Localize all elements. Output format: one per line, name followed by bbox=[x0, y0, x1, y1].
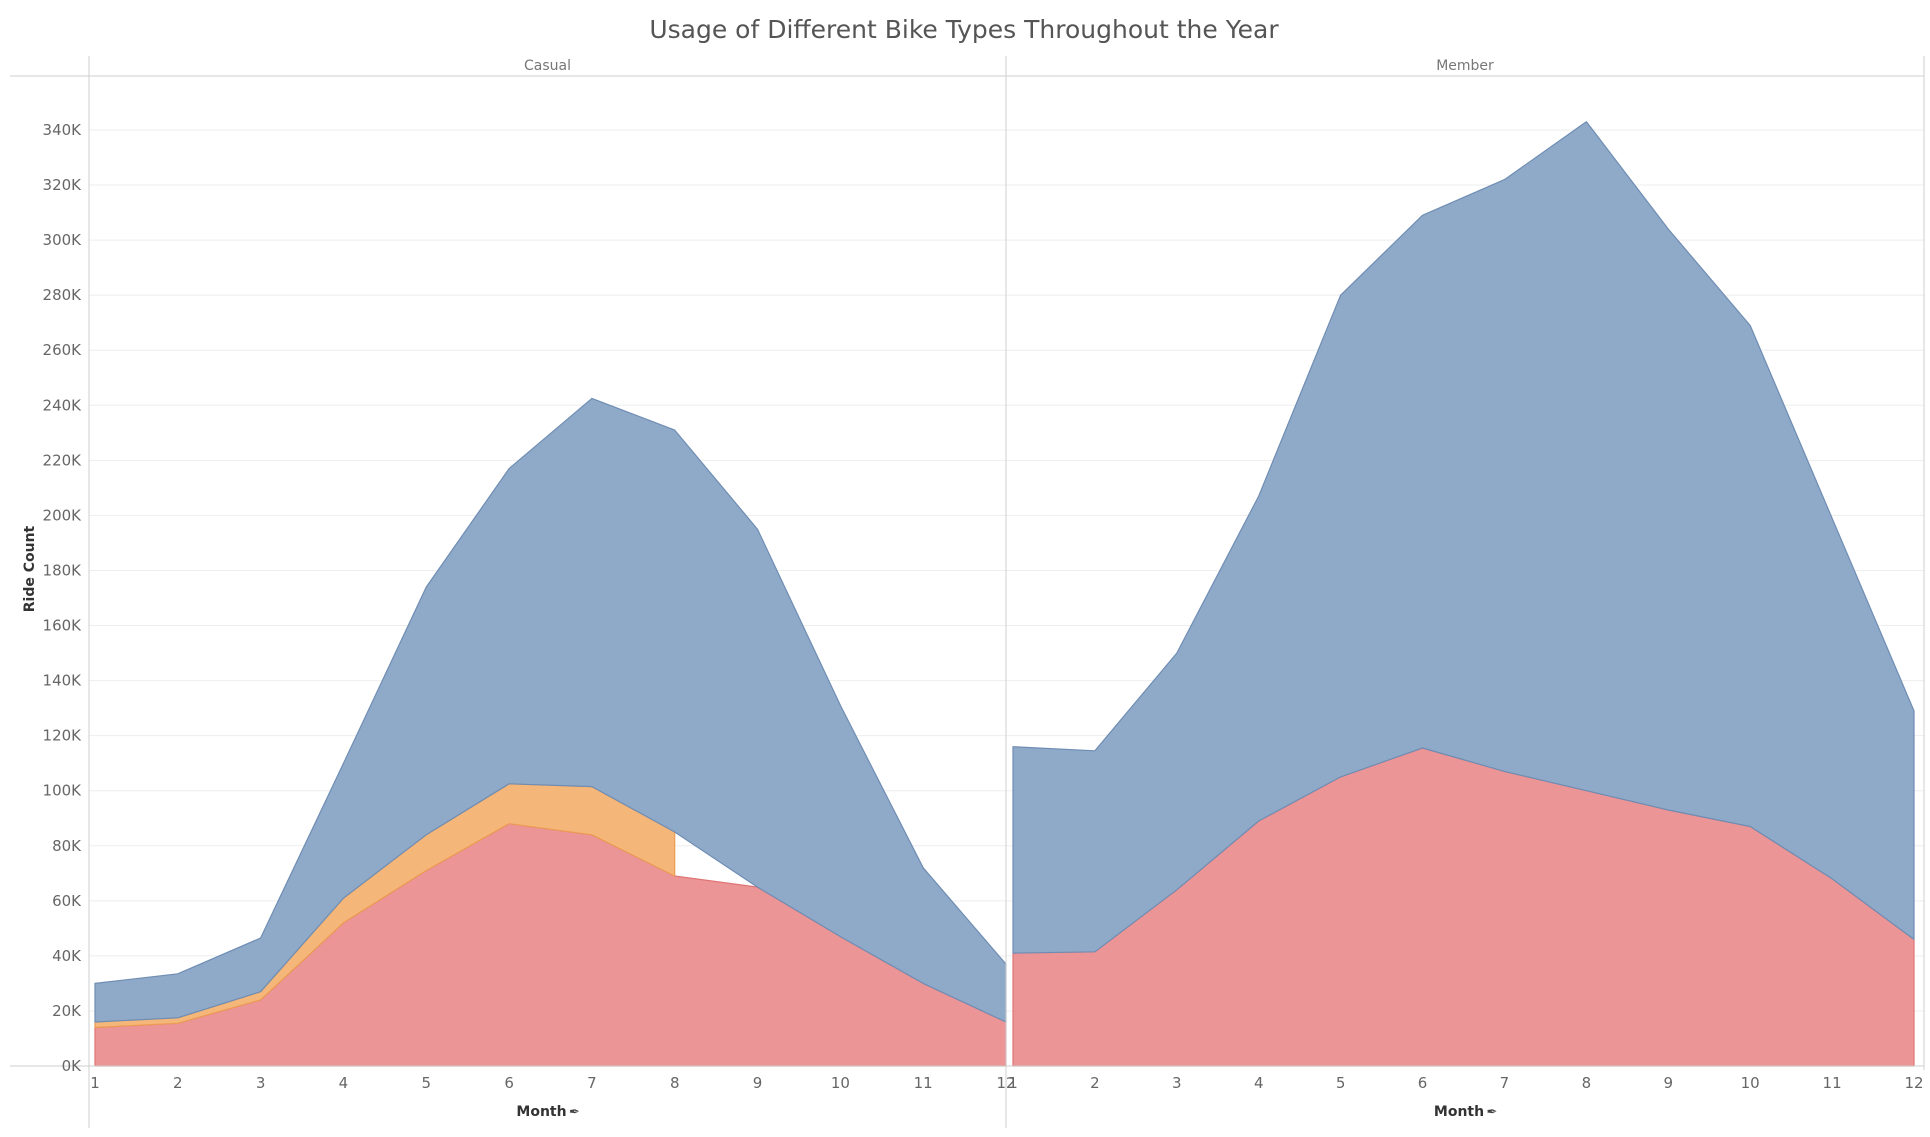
y-tick-label: 340K bbox=[43, 121, 83, 139]
y-tick-label: 40K bbox=[52, 947, 82, 965]
member-classic-bike-area bbox=[1012, 121, 1915, 954]
x-tick-label: 7 bbox=[1500, 1074, 1510, 1092]
x-tick-label: 10 bbox=[831, 1074, 850, 1092]
x-tick-label: 3 bbox=[1172, 1074, 1182, 1092]
y-tick-label: 220K bbox=[43, 451, 83, 469]
x-tick-label: 6 bbox=[504, 1074, 514, 1092]
x-tick-label: 1 bbox=[1008, 1074, 1018, 1092]
y-tick-label: 180K bbox=[43, 561, 83, 579]
x-tick-label: 2 bbox=[1090, 1074, 1100, 1092]
pin-icon[interactable]: ✒ bbox=[1487, 1105, 1498, 1120]
y-tick-label: 240K bbox=[43, 396, 83, 414]
x-tick-label: 6 bbox=[1418, 1074, 1428, 1092]
x-tick-label: 8 bbox=[670, 1074, 680, 1092]
x-tick-label: 4 bbox=[1254, 1074, 1264, 1092]
x-tick-label: 9 bbox=[753, 1074, 763, 1092]
y-tick-label: 280K bbox=[43, 286, 83, 304]
pin-icon[interactable]: ✒ bbox=[569, 1105, 580, 1120]
x-tick-label: 8 bbox=[1582, 1074, 1592, 1092]
y-tick-label: 0K bbox=[62, 1057, 83, 1075]
y-axis-title: Ride Count bbox=[22, 525, 38, 612]
x-tick-label: 10 bbox=[1741, 1074, 1760, 1092]
y-tick-label: 100K bbox=[43, 782, 83, 800]
y-tick-label: 160K bbox=[43, 617, 83, 635]
y-tick-label: 320K bbox=[43, 176, 83, 194]
area-series bbox=[94, 121, 1915, 1067]
axis-ticks: 0K20K40K60K80K100K120K140K160K180K200K22… bbox=[43, 121, 1924, 1092]
x-tick-label: 9 bbox=[1663, 1074, 1673, 1092]
x-tick-label: 11 bbox=[1823, 1074, 1842, 1092]
x-tick-label: 3 bbox=[256, 1074, 266, 1092]
x-tick-label: 4 bbox=[339, 1074, 349, 1092]
y-tick-label: 120K bbox=[43, 727, 83, 745]
x-tick-label: 5 bbox=[421, 1074, 431, 1092]
y-tick-label: 260K bbox=[43, 341, 83, 359]
panel-header-casual: Casual bbox=[524, 58, 571, 74]
panel-header-member: Member bbox=[1436, 58, 1494, 74]
x-axis-title: Month bbox=[516, 1104, 566, 1120]
x-tick-label: 11 bbox=[914, 1074, 933, 1092]
y-tick-label: 140K bbox=[43, 672, 83, 690]
panel-frames bbox=[10, 56, 1925, 1128]
x-tick-label: 2 bbox=[173, 1074, 183, 1092]
x-tick-label: 12 bbox=[996, 1074, 1015, 1092]
y-tick-label: 300K bbox=[43, 231, 83, 249]
x-tick-label: 12 bbox=[1904, 1074, 1923, 1092]
x-tick-label: 5 bbox=[1336, 1074, 1346, 1092]
x-tick-label: 1 bbox=[90, 1074, 100, 1092]
y-tick-label: 60K bbox=[52, 892, 82, 910]
y-tick-label: 200K bbox=[43, 506, 83, 524]
x-tick-label: 7 bbox=[587, 1074, 597, 1092]
y-tick-label: 20K bbox=[52, 1002, 82, 1020]
x-axis-title: Month bbox=[1434, 1104, 1484, 1120]
y-tick-label: 80K bbox=[52, 837, 82, 855]
chart-title: Usage of Different Bike Types Throughout… bbox=[649, 15, 1279, 44]
